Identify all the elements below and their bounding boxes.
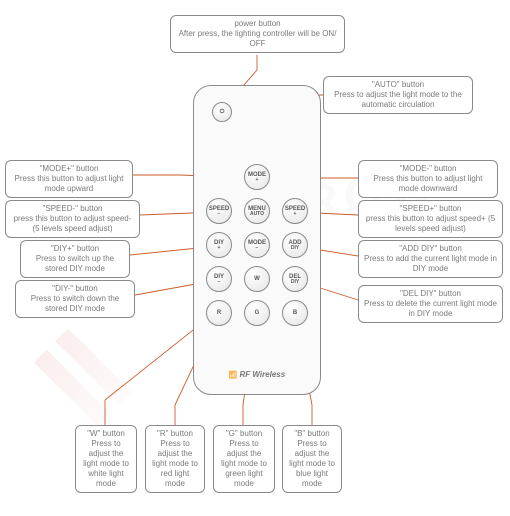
add-diy-button[interactable]: ADD DIY bbox=[282, 232, 308, 258]
callout-title: "B" button bbox=[294, 429, 329, 438]
callout-title: "AUTO" button bbox=[372, 80, 424, 89]
btn-sublabel: AUTO bbox=[250, 212, 264, 217]
callout-body: Press this button to adjust light mode u… bbox=[15, 174, 124, 193]
btn-sublabel: + bbox=[218, 246, 221, 251]
btn-label: G bbox=[255, 310, 260, 316]
callout-title: "SPEED-" button bbox=[43, 204, 103, 213]
btn-sublabel: − bbox=[218, 212, 221, 217]
callout-title: "R" button bbox=[157, 429, 193, 438]
callout-title: power button bbox=[234, 19, 280, 28]
callout-body: Press to switch down the stored DIY mode bbox=[31, 294, 119, 313]
btn-sublabel: DIY bbox=[291, 246, 299, 251]
callout-body: Press to adjust the light mode to red li… bbox=[152, 439, 198, 488]
callout-speed-plus: "SPEED+" button press this button to adj… bbox=[358, 200, 503, 238]
callout-speed-minus: "SPEED-" button press this button to adj… bbox=[5, 200, 140, 238]
callout-title: "ADD DIY" button bbox=[399, 244, 462, 253]
callout-w: "W" button Press to adjust the light mod… bbox=[75, 425, 137, 493]
btn-sublabel: − bbox=[218, 280, 221, 285]
callout-title: "MODE-" button bbox=[400, 164, 457, 173]
btn-sublabel: − bbox=[256, 246, 259, 251]
remote-body: ⏻ MODE + SPEED − MENU AUTO SPEED + DIY +… bbox=[193, 85, 321, 395]
callout-body: Press to adjust the light mode to the au… bbox=[334, 90, 462, 109]
diy-minus-button[interactable]: DIY − bbox=[206, 266, 232, 292]
callout-title: "G" button bbox=[226, 429, 262, 438]
callout-body: Press this button to adjust light mode d… bbox=[374, 174, 483, 193]
speed-minus-button[interactable]: SPEED − bbox=[206, 198, 232, 224]
callout-body: Press to adjust the light mode to green … bbox=[221, 439, 267, 488]
callout-add-diy: "ADD DIY" button Press to add the curren… bbox=[358, 240, 503, 278]
mode-plus-button[interactable]: MODE + bbox=[244, 164, 270, 190]
callout-body: Press to add the current light mode in D… bbox=[364, 254, 497, 273]
btn-label: W bbox=[254, 276, 260, 282]
callout-body: press this button to adjust speed+ (5 le… bbox=[366, 214, 495, 233]
btn-sublabel: + bbox=[294, 212, 297, 217]
callout-title: "W" button bbox=[87, 429, 125, 438]
callout-body: Press to switch up the stored DIY mode bbox=[36, 254, 114, 273]
callout-r: "R" button Press to adjust the light mod… bbox=[145, 425, 205, 493]
rf-wireless-label: RF Wireless bbox=[194, 370, 320, 379]
callout-body: press this button to adjust speed- (5 le… bbox=[14, 214, 132, 233]
del-diy-button[interactable]: DEL DIY bbox=[282, 266, 308, 292]
btn-sublabel: + bbox=[256, 178, 259, 183]
btn-label: R bbox=[217, 310, 221, 316]
btn-sublabel: DIY bbox=[291, 280, 299, 285]
power-icon: ⏻ bbox=[220, 109, 225, 115]
callout-del-diy: "DEL DIY" button Press to delete the cur… bbox=[358, 285, 503, 323]
g-button[interactable]: G bbox=[244, 300, 270, 326]
callout-title: "DEL DIY" button bbox=[400, 289, 461, 298]
diy-plus-button[interactable]: DIY + bbox=[206, 232, 232, 258]
r-button[interactable]: R bbox=[206, 300, 232, 326]
b-button[interactable]: B bbox=[282, 300, 308, 326]
callout-power: power button After press, the lighting c… bbox=[170, 15, 345, 53]
callout-body: Press to adjust the light mode to white … bbox=[83, 439, 129, 488]
w-button[interactable]: W bbox=[244, 266, 270, 292]
callout-g: "G" button Press to adjust the light mod… bbox=[213, 425, 275, 493]
callout-body: Press to adjust the light mode to blue l… bbox=[289, 439, 335, 488]
callout-diy-plus: "DIY+" button Press to switch up the sto… bbox=[20, 240, 130, 278]
callout-auto: "AUTO" button Press to adjust the light … bbox=[323, 76, 473, 114]
callout-title: "DIY+" button bbox=[51, 244, 99, 253]
callout-title: "DIY-" button bbox=[52, 284, 97, 293]
callout-mode-minus: "MODE-" button Press this button to adju… bbox=[358, 160, 498, 198]
callout-diy-minus: "DIY-" button Press to switch down the s… bbox=[15, 280, 135, 318]
mode-minus-button[interactable]: MODE − bbox=[244, 232, 270, 258]
speed-plus-button[interactable]: SPEED + bbox=[282, 198, 308, 224]
btn-label: B bbox=[293, 310, 297, 316]
callout-title: "SPEED+" button bbox=[400, 204, 462, 213]
callout-b: "B" button Press to adjust the light mod… bbox=[282, 425, 342, 493]
callout-body: Press to delete the current light mode i… bbox=[364, 299, 497, 318]
callout-body: After press, the lighting controller wil… bbox=[179, 29, 337, 48]
callout-title: "MODE+" button bbox=[40, 164, 99, 173]
menu-auto-button[interactable]: MENU AUTO bbox=[244, 198, 270, 224]
callout-mode-plus: "MODE+" button Press this button to adju… bbox=[5, 160, 133, 198]
power-button[interactable]: ⏻ bbox=[212, 102, 232, 122]
